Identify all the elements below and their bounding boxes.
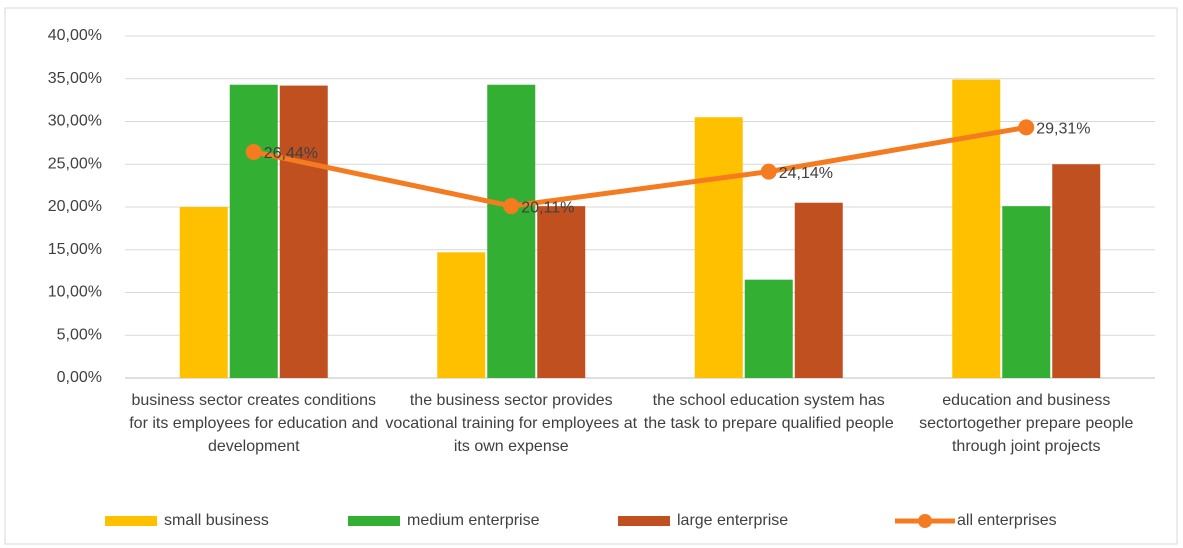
bar (744, 279, 793, 378)
y-tick-label: 25,00% (48, 155, 102, 172)
y-tick-label: 20,00% (48, 198, 102, 215)
x-tick-label: the school education system has the task… (643, 392, 894, 432)
bar (794, 202, 843, 378)
y-tick-label: 10,00% (48, 284, 102, 301)
line-point (245, 143, 262, 160)
x-tick-label: the business sector provides vocational … (385, 392, 638, 455)
bar (279, 85, 328, 378)
y-tick-label: 15,00% (48, 241, 102, 258)
line-point (760, 163, 777, 180)
data-label: 26,44% (264, 145, 318, 162)
legend-label: large enterprise (677, 512, 788, 529)
legend-swatch (105, 516, 157, 526)
data-label: 24,14% (779, 165, 833, 182)
y-tick-label: 0,00% (57, 369, 102, 386)
y-tick-label: 30,00% (48, 113, 102, 130)
line (253, 124, 1027, 209)
x-tick-label-box: education and business sectortogether pr… (919, 392, 1134, 455)
bar (952, 79, 1001, 378)
legend-swatch (348, 516, 400, 526)
bar (179, 207, 228, 378)
x-tick-label-box: the school education system has the task… (643, 392, 894, 432)
bar (694, 117, 743, 378)
x-tick-label: education and business sectortogether pr… (919, 392, 1134, 455)
bar (437, 252, 486, 378)
data-label: 20,11% (521, 199, 574, 216)
y-tick-label: 5,00% (57, 326, 102, 343)
y-tick-label: 35,00% (48, 70, 102, 87)
bar (537, 206, 586, 378)
bar (1052, 164, 1101, 378)
legend-marker (918, 514, 932, 528)
bar (229, 84, 278, 379)
data-label: 29,31% (1036, 121, 1090, 138)
legend-label: all enterprises (957, 512, 1057, 529)
x-tick-label: business sector creates conditions for i… (129, 392, 379, 455)
legend-label: small business (164, 512, 269, 529)
line-point (1018, 119, 1035, 136)
legend-label: medium enterprise (407, 512, 540, 529)
x-tick-label-box: the business sector provides vocational … (385, 392, 638, 455)
line-point (503, 198, 520, 215)
y-tick-label: 40,00% (48, 27, 102, 44)
bar (487, 84, 536, 379)
x-tick-label-box: business sector creates conditions for i… (129, 392, 379, 455)
legend-swatch (618, 516, 670, 526)
bar (1002, 206, 1051, 378)
